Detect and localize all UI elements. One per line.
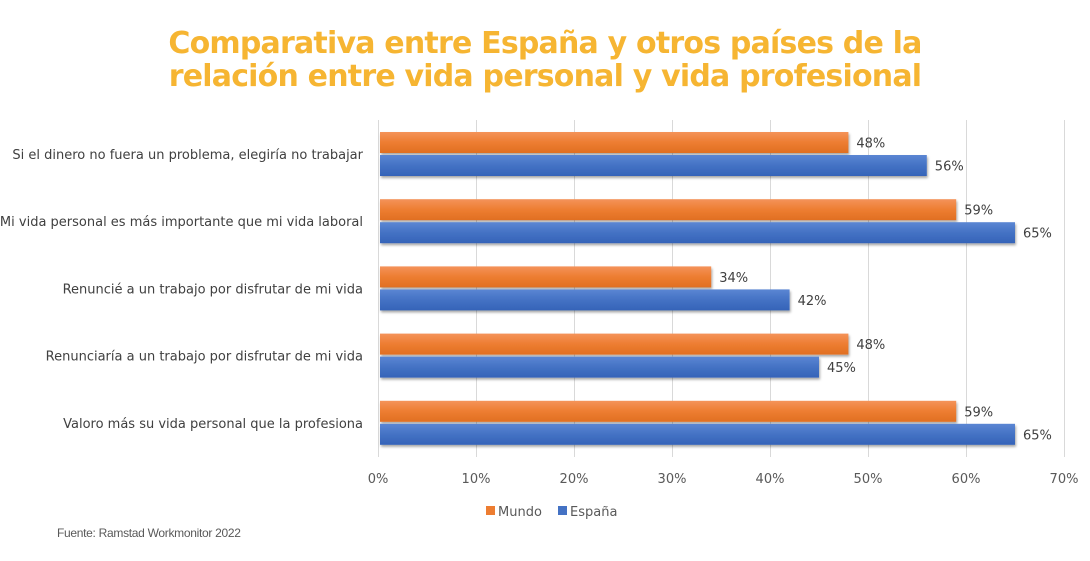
category-label: Mi vida personal es más importante que m… bbox=[0, 215, 363, 230]
data-label-mundo: 34% bbox=[719, 271, 748, 286]
x-tick-label: 70% bbox=[1050, 472, 1079, 487]
data-label-mundo: 59% bbox=[964, 204, 993, 219]
data-labels: 48%56%59%65%34%42%48%45%59%65% bbox=[719, 137, 1052, 444]
bar-mundo bbox=[380, 266, 712, 288]
chart-title-line-2: relación entre vida personal y vida prof… bbox=[168, 59, 922, 94]
data-label-espana: 65% bbox=[1023, 428, 1052, 443]
data-label-mundo: 59% bbox=[964, 405, 993, 420]
x-tick-label: 60% bbox=[952, 472, 981, 487]
category-label: Renuncié a un trabajo por disfrutar de m… bbox=[63, 282, 363, 297]
source-note: Fuente: Ramstad Workmonitor 2022 bbox=[57, 526, 241, 540]
bar-mundo bbox=[380, 400, 957, 422]
data-label-espana: 42% bbox=[798, 294, 827, 309]
bar-espana bbox=[380, 222, 1015, 244]
x-tick-label: 10% bbox=[462, 472, 491, 487]
x-axis-tick-labels: 0% 10% 20% 30% 40% 50% 60% 70% bbox=[368, 472, 1079, 487]
bar-espana bbox=[380, 155, 927, 176]
category-label: Valoro más su vida personal que la profe… bbox=[63, 417, 363, 432]
legend-swatch-mundo bbox=[486, 506, 495, 515]
x-tick-label: 30% bbox=[658, 472, 687, 487]
x-tick-label: 0% bbox=[368, 472, 389, 487]
bar-espana bbox=[380, 289, 790, 311]
data-label-espana: 45% bbox=[827, 361, 856, 376]
bar-mundo bbox=[380, 132, 849, 153]
category-label: Renunciaría a un trabajo por disfrutar d… bbox=[46, 350, 363, 365]
legend-label-espana: España bbox=[570, 505, 617, 520]
data-label-mundo: 48% bbox=[856, 338, 885, 353]
data-label-mundo: 48% bbox=[856, 137, 885, 152]
x-tick-label: 50% bbox=[854, 472, 883, 487]
data-label-espana: 65% bbox=[1023, 227, 1052, 242]
legend-swatch-espana bbox=[558, 506, 567, 515]
category-label: Si el dinero no fuera un problema, elegi… bbox=[12, 148, 363, 163]
bar-mundo bbox=[380, 333, 849, 355]
x-tick-label: 20% bbox=[560, 472, 589, 487]
data-label-espana: 56% bbox=[935, 160, 964, 175]
category-labels: Si el dinero no fuera un problema, elegi… bbox=[0, 148, 364, 432]
bars bbox=[380, 132, 1015, 445]
bar-espana bbox=[380, 356, 819, 378]
x-tick-label: 40% bbox=[756, 472, 785, 487]
chart-title: Comparativa entre España y otros países … bbox=[0, 27, 1090, 93]
bar-mundo bbox=[380, 199, 957, 221]
bar-espana bbox=[380, 423, 1015, 445]
legend: Mundo España bbox=[486, 505, 617, 520]
chart-title-line-1: Comparativa entre España y otros países … bbox=[168, 26, 922, 61]
legend-label-mundo: Mundo bbox=[498, 505, 542, 520]
